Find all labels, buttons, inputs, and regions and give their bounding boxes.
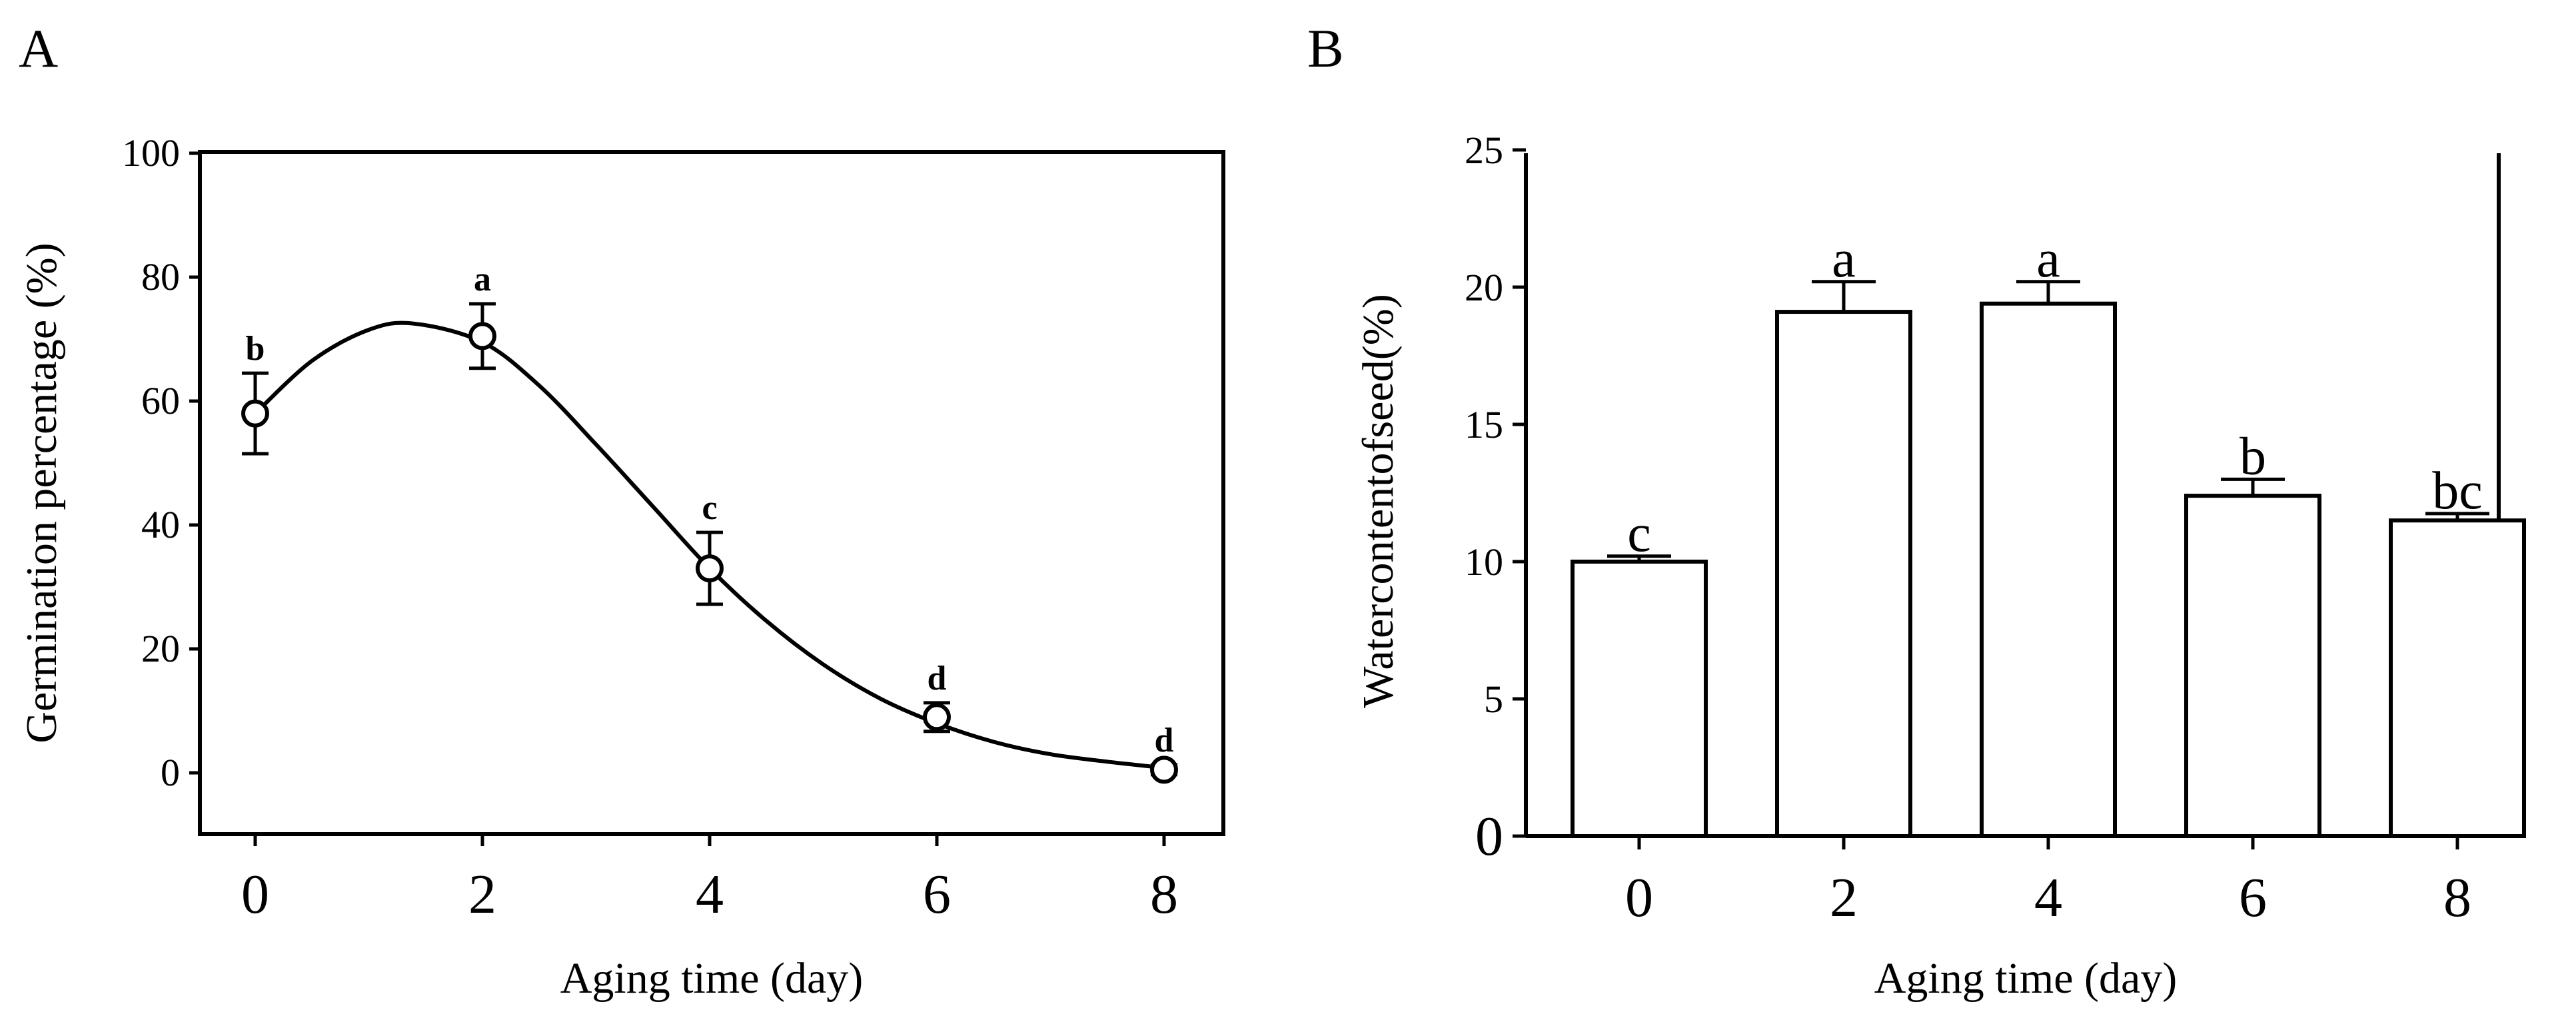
panel-b-y-axis: 0 5 10 15 20 25 — [1465, 129, 1526, 867]
panel-a-y-tick-label: 40 — [141, 503, 180, 546]
panel-b-x-axis: 0 2 4 6 8 — [1625, 836, 2471, 929]
panel-b-y-tick-label: 10 — [1465, 540, 1503, 584]
panel-b-x-axis-title: Aging time (day) — [1874, 954, 2178, 1003]
panel-b-significance-letter: c — [1627, 504, 1651, 563]
panel-a-x-axis: 0 2 4 6 8 — [241, 834, 1178, 925]
panel-b-y-tick-label: 20 — [1465, 266, 1503, 309]
panel-b-x-tick-label: 4 — [2034, 867, 2062, 929]
panel-a-significance-letter: b — [246, 330, 265, 368]
panel-a-x-tick-label: 4 — [696, 863, 724, 925]
panel-b-y-axis-title: Watercontentofseed(%) — [1354, 294, 1403, 708]
panel-b-bar — [1571, 560, 1708, 838]
panel-b-bar — [1775, 310, 1912, 838]
panel-a-data-point — [1150, 756, 1178, 784]
panel-a-significance-letter: c — [702, 489, 717, 527]
panel-a-data-point — [241, 399, 269, 428]
panel-label-a: A — [19, 18, 58, 79]
panel-a-significance-letter: d — [928, 660, 947, 698]
panel-a-data-point — [468, 322, 496, 350]
panel-a-y-tick-label: 80 — [141, 255, 180, 298]
panel-a-y-tick-label: 0 — [161, 751, 180, 794]
panel-a-x-tick-label: 0 — [241, 863, 269, 925]
panel-a-data-point — [923, 703, 951, 732]
panel-a-y-tick-label: 100 — [122, 131, 180, 175]
panel-a-significance-letter: a — [474, 260, 491, 298]
panel-b-y-tick-label: 5 — [1484, 678, 1503, 721]
panel-b-bars: c a a b bc — [1571, 230, 2526, 839]
panel-b-bar — [2389, 518, 2526, 838]
panel-b-chart: 0 5 10 15 20 25 c a a b bc 0 2 4 6 8 Aging time (day)… — [1354, 129, 2526, 1003]
panel-a-y-axis-title: Germination percentage (%) — [17, 243, 66, 743]
panel-b-bar — [1980, 301, 2117, 839]
panel-b-significance-letter: b — [2240, 427, 2266, 486]
panel-b-y-tick-label: 15 — [1465, 403, 1503, 446]
panel-a-y-tick-label: 20 — [141, 627, 180, 670]
panel-a-significance-letter: d — [1155, 722, 1174, 760]
panel-a-data-point — [696, 554, 724, 583]
panel-a-plot-frame — [198, 150, 1225, 836]
panel-label-b: B — [1307, 18, 1344, 79]
panel-b-significance-letter: a — [2036, 230, 2060, 288]
panel-b-bar — [2184, 494, 2321, 838]
panel-b-y-tick-label: 0 — [1475, 805, 1503, 867]
panel-b-x-tick-label: 0 — [1625, 867, 1653, 929]
panel-a-x-tick-label: 8 — [1150, 863, 1178, 925]
panel-b-x-tick-label: 2 — [1830, 867, 1858, 929]
panel-a-x-tick-label: 2 — [468, 863, 496, 925]
panel-b-y-tick-label: 25 — [1465, 129, 1503, 172]
panel-b-x-tick-label: 8 — [2443, 867, 2471, 929]
panel-b-significance-letter: a — [1832, 230, 1856, 288]
panel-b-x-tick-label: 6 — [2239, 867, 2267, 929]
panel-a-chart: 0 20 40 60 80 100 0 2 4 6 8 b a c d d Aging time (day… — [17, 131, 1225, 1003]
panel-a-y-tick-label: 60 — [141, 379, 180, 422]
panel-a-x-tick-label: 6 — [923, 863, 951, 925]
panel-b-significance-letter: bc — [2432, 462, 2483, 520]
panel-a-x-axis-title: Aging time (day) — [560, 954, 864, 1003]
panel-a-data-points: b a c d d — [241, 260, 1178, 784]
panel-a-y-axis: 0 20 40 60 80 100 — [122, 131, 200, 794]
